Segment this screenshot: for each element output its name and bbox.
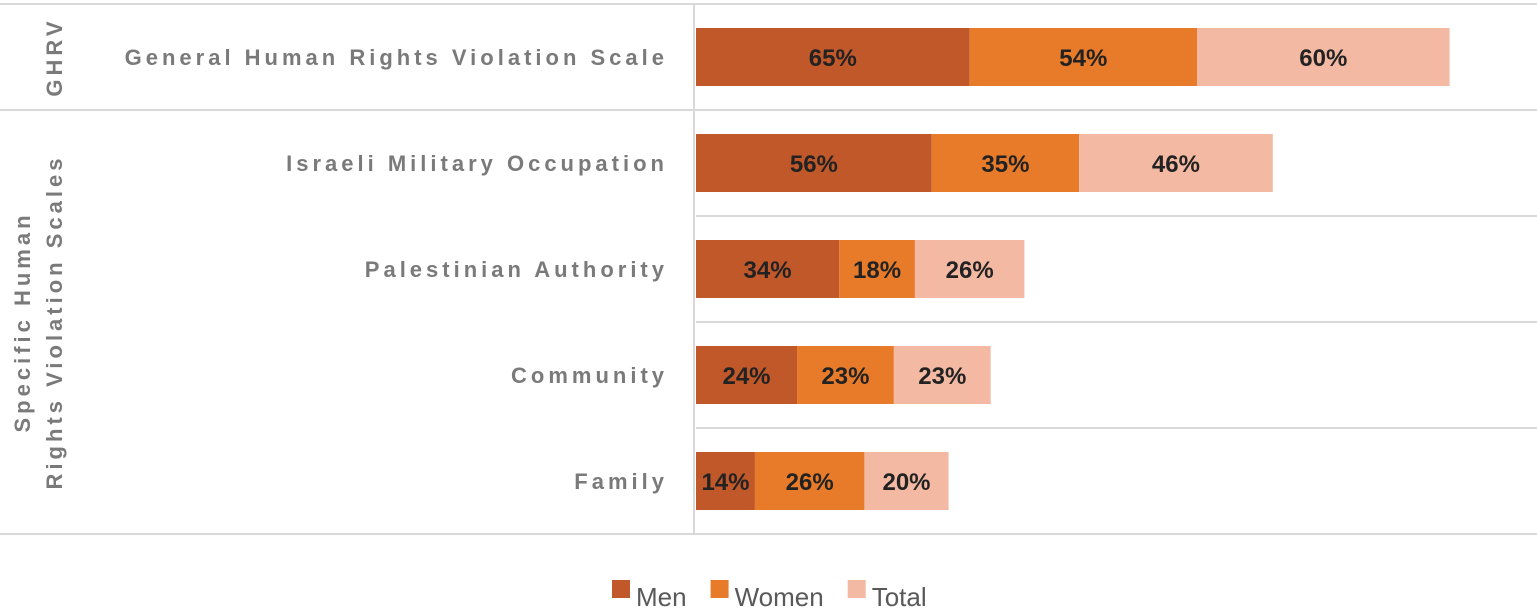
bar-total-family bbox=[864, 452, 949, 510]
data-label-men-community: 24% bbox=[722, 363, 770, 390]
category-label-community: Community bbox=[511, 363, 668, 388]
data-label-men-israeli-military-occupation: 56% bbox=[790, 151, 838, 178]
category-label-family: Family bbox=[574, 469, 668, 494]
bar-women-palestinian-authority bbox=[839, 240, 915, 298]
data-label-total-israeli-military-occupation: 46% bbox=[1152, 151, 1200, 178]
data-label-women-israeli-military-occupation: 35% bbox=[981, 151, 1029, 178]
bar-men-general-human-rights-violation-scale bbox=[696, 28, 970, 86]
bar-women-israeli-military-occupation bbox=[931, 134, 1080, 192]
bar-women-general-human-rights-violation-scale bbox=[969, 28, 1197, 86]
legend-swatch-total bbox=[847, 580, 866, 598]
data-label-men-general-human-rights-violation-scale: 65% bbox=[809, 45, 857, 72]
category-label-israeli-military-occupation: Israeli Military Occupation bbox=[286, 151, 668, 176]
data-label-women-general-human-rights-violation-scale: 54% bbox=[1059, 45, 1107, 72]
bar-men-family bbox=[696, 452, 755, 510]
bar-men-israeli-military-occupation bbox=[696, 134, 932, 192]
bar-men-community bbox=[696, 346, 798, 404]
legend-label-men: Men bbox=[636, 582, 687, 608]
data-label-total-palestinian-authority: 26% bbox=[946, 257, 994, 284]
bar-total-community bbox=[893, 346, 991, 404]
bar-women-community bbox=[797, 346, 894, 404]
group-label-1-line-0: Specific Human bbox=[10, 211, 35, 432]
group-label-1-line-1: Rights Violation Scales bbox=[42, 155, 67, 490]
data-label-women-family: 26% bbox=[786, 469, 834, 496]
bars: 65% 54% 60% 56% 35% 46% 34% 18% 26% 24% 23% 23% 14% 2… bbox=[696, 28, 1450, 510]
bar-total-palestinian-authority bbox=[914, 240, 1025, 298]
data-label-women-palestinian-authority: 18% bbox=[853, 257, 901, 284]
data-label-men-family: 14% bbox=[701, 469, 749, 496]
legend-swatch-men bbox=[612, 580, 630, 598]
data-label-total-general-human-rights-violation-scale: 60% bbox=[1299, 45, 1347, 72]
bar-total-general-human-rights-violation-scale bbox=[1196, 28, 1450, 86]
bar-women-family bbox=[754, 452, 865, 510]
data-label-women-community: 23% bbox=[821, 363, 869, 390]
group-label-0-line-0: GHRV bbox=[42, 17, 67, 96]
legend: Men Women Total bbox=[612, 580, 927, 608]
category-labels: General Human Rights Violation Scale Isra… bbox=[125, 45, 668, 494]
bar-men-palestinian-authority bbox=[696, 240, 840, 298]
bar-total-israeli-military-occupation bbox=[1079, 134, 1273, 192]
legend-swatch-women bbox=[710, 580, 729, 598]
data-label-total-family: 20% bbox=[882, 469, 930, 496]
data-label-men-palestinian-authority: 34% bbox=[744, 257, 792, 284]
category-label-general-human-rights-violation-scale: General Human Rights Violation Scale bbox=[125, 45, 668, 70]
legend-label-total: Total bbox=[872, 582, 927, 608]
legend-label-women: Women bbox=[735, 582, 824, 608]
group-labels: GHRV Specific Human Rights Violation Scale… bbox=[10, 17, 67, 489]
category-label-palestinian-authority: Palestinian Authority bbox=[365, 257, 668, 282]
gridlines bbox=[0, 3, 1537, 535]
data-label-total-community: 23% bbox=[918, 363, 966, 390]
